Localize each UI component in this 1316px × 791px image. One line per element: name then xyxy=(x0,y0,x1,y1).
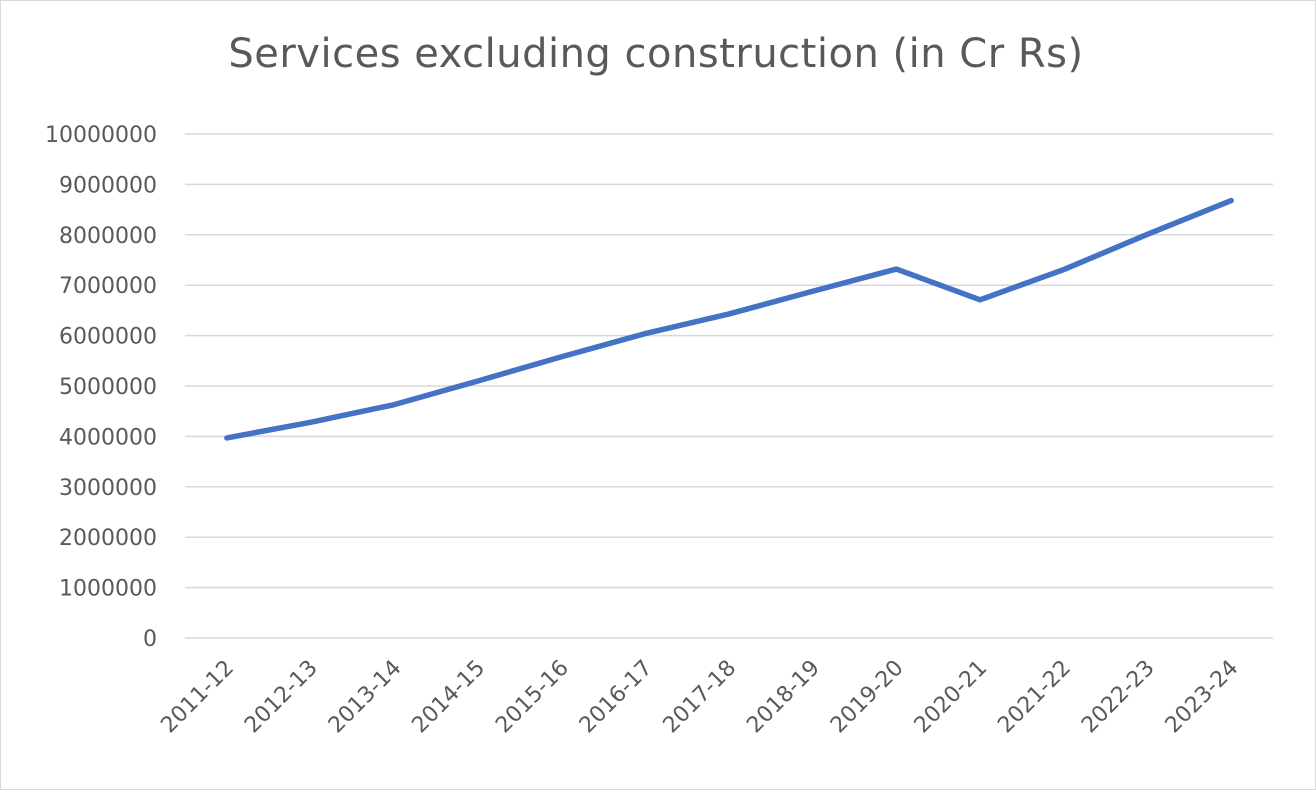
x-tick-label: 2017-18 xyxy=(659,656,742,739)
y-tick-label: 5000000 xyxy=(59,375,157,400)
x-tick-label: 2021-22 xyxy=(993,656,1076,739)
x-tick-label: 2022-23 xyxy=(1077,656,1160,739)
y-tick-label: 6000000 xyxy=(59,325,157,350)
x-tick-label: 2019-20 xyxy=(826,656,909,739)
x-tick-label: 2023-24 xyxy=(1161,656,1244,739)
y-tick-label: 10000000 xyxy=(45,123,157,148)
x-tick-label: 2018-19 xyxy=(742,656,825,739)
x-tick-label: 2015-16 xyxy=(491,656,574,739)
y-tick-label: 0 xyxy=(143,627,157,652)
x-tick-label: 2014-15 xyxy=(407,656,490,739)
x-tick-label: 2020-21 xyxy=(910,656,993,739)
x-tick-label: 2013-14 xyxy=(324,656,407,739)
y-tick-label: 9000000 xyxy=(59,173,157,198)
y-tick-label: 1000000 xyxy=(59,577,157,602)
x-tick-label: 2016-17 xyxy=(575,656,658,739)
x-tick-label: 2011-12 xyxy=(156,656,239,739)
y-tick-label: 3000000 xyxy=(59,476,157,501)
y-tick-label: 7000000 xyxy=(59,274,157,299)
series-line xyxy=(227,201,1231,438)
y-tick-label: 8000000 xyxy=(59,224,157,249)
x-tick-label: 2012-13 xyxy=(240,656,323,739)
y-tick-label: 4000000 xyxy=(59,425,157,450)
y-tick-label: 2000000 xyxy=(59,526,157,551)
